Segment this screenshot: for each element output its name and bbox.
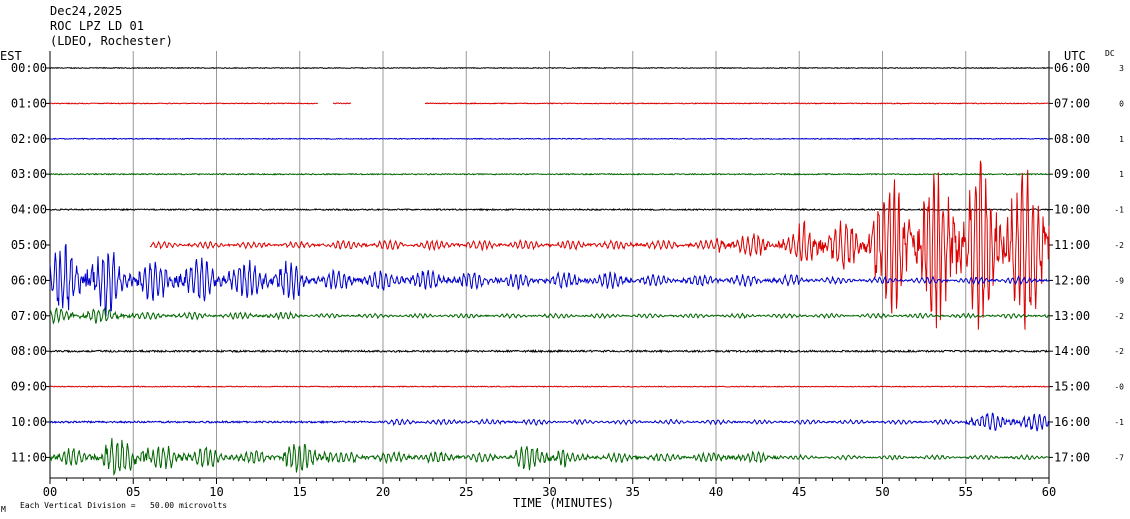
row-dc-value: -1 [1114, 206, 1124, 215]
row-dc-value: 1 [1119, 170, 1124, 179]
seismic-trace [49, 137, 1050, 140]
row-utc-label: 07:00 [1054, 96, 1090, 110]
row-est-label: 01:00 [11, 96, 47, 110]
row-est-label: 04:00 [11, 203, 47, 217]
row-est-label: 09:00 [11, 380, 47, 394]
row-dc-value: -2 [1114, 241, 1124, 250]
row-utc-label: 09:00 [1054, 167, 1090, 181]
row-utc-label: 13:00 [1054, 309, 1090, 323]
row-dc-value: 3 [1119, 64, 1124, 73]
row-est-label: 08:00 [11, 344, 47, 358]
row-dc-value: -7 [1114, 453, 1124, 462]
x-tick-label: 25 [459, 485, 473, 499]
seismic-trace [49, 437, 1050, 477]
seismic-trace [49, 348, 1050, 354]
x-tick-label: 50 [875, 485, 889, 499]
row-est-label: 06:00 [11, 273, 47, 287]
x-tick-label: 20 [376, 485, 390, 499]
row-utc-label: 15:00 [1054, 380, 1090, 394]
row-est-label: 02:00 [11, 132, 47, 146]
row-utc-label: 10:00 [1054, 203, 1090, 217]
row-utc-label: 16:00 [1054, 415, 1090, 429]
row-est-label: 05:00 [11, 238, 47, 252]
chart-date: Dec24,2025 [50, 4, 123, 18]
corner-mark: M [1, 505, 6, 514]
row-utc-label: 14:00 [1054, 344, 1090, 358]
row-utc-label: 08:00 [1054, 132, 1090, 146]
seismic-trace [49, 102, 1049, 105]
x-tick-label: 05 [126, 485, 140, 499]
row-est-label: 10:00 [11, 415, 47, 429]
seismic-trace [49, 66, 1050, 70]
left-axis-label: EST [0, 49, 22, 63]
row-dc-value: -2 [1114, 347, 1124, 356]
x-tick-label: 00 [43, 485, 57, 499]
row-utc-label: 17:00 [1054, 450, 1090, 464]
row-est-label: 11:00 [11, 450, 47, 464]
seismic-trace [149, 160, 1050, 330]
x-tick-label: 60 [1042, 485, 1056, 499]
x-tick-label: 15 [293, 485, 307, 499]
x-tick-label: 35 [626, 485, 640, 499]
row-est-label: 03:00 [11, 167, 47, 181]
row-est-label: 00:00 [11, 61, 47, 75]
right-axis-label: UTC [1064, 49, 1086, 63]
seismic-trace [49, 385, 1050, 388]
row-utc-label: 06:00 [1054, 61, 1090, 75]
chart-station: ROC LPZ LD 01 [50, 19, 144, 33]
dc-label: DC [1105, 49, 1115, 58]
seismic-trace [49, 243, 1050, 317]
x-tick-label: 55 [959, 485, 973, 499]
row-est-label: 07:00 [11, 309, 47, 323]
row-utc-label: 11:00 [1054, 238, 1090, 252]
row-dc-value: -1 [1114, 418, 1124, 427]
x-tick-label: 30 [542, 485, 556, 499]
chart-network: (LDEO, Rochester) [50, 34, 173, 48]
x-tick-label: 10 [209, 485, 223, 499]
seismic-trace [49, 412, 1050, 432]
seismic-trace [50, 306, 1050, 325]
row-dc-value: 0 [1119, 99, 1124, 108]
row-dc-value: -2 [1114, 312, 1124, 321]
row-dc-value: 1 [1119, 135, 1124, 144]
x-axis-label: TIME (MINUTES) [513, 496, 615, 510]
row-dc-value: -0 [1114, 383, 1124, 392]
seismic-trace [49, 172, 1050, 176]
row-dc-value: -9 [1114, 276, 1124, 285]
row-utc-label: 12:00 [1054, 273, 1090, 287]
x-tick-label: 40 [709, 485, 723, 499]
seismic-trace [49, 207, 1050, 212]
scale-note: Each Vertical Division = 50.00 microvolt… [20, 501, 228, 510]
x-tick-label: 45 [792, 485, 806, 499]
